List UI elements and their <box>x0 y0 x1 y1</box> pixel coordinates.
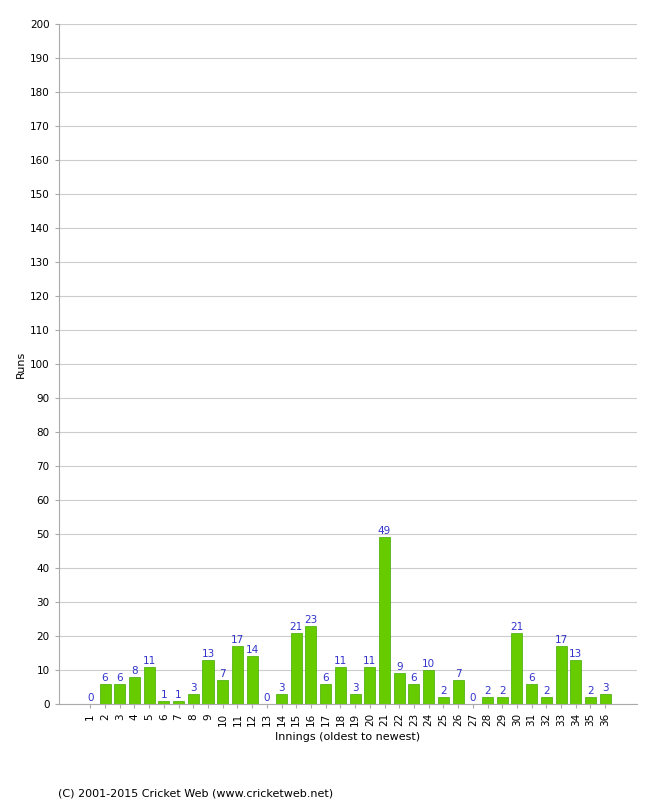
Text: 2: 2 <box>484 686 491 696</box>
Text: 2: 2 <box>499 686 506 696</box>
Text: 17: 17 <box>554 635 567 645</box>
Text: 6: 6 <box>116 673 123 682</box>
Bar <box>497 697 508 704</box>
Bar <box>379 538 390 704</box>
Bar <box>570 660 581 704</box>
Text: 2: 2 <box>587 686 594 696</box>
Text: 10: 10 <box>422 659 436 669</box>
Text: 8: 8 <box>131 666 138 676</box>
Text: 21: 21 <box>290 622 303 631</box>
Bar <box>173 701 184 704</box>
Text: (C) 2001-2015 Cricket Web (www.cricketweb.net): (C) 2001-2015 Cricket Web (www.cricketwe… <box>58 788 333 798</box>
Bar <box>364 666 375 704</box>
Text: 7: 7 <box>220 669 226 679</box>
Text: 11: 11 <box>142 655 156 666</box>
Text: 6: 6 <box>322 673 329 682</box>
Bar <box>144 666 155 704</box>
Bar <box>438 697 449 704</box>
Y-axis label: Runs: Runs <box>16 350 25 378</box>
Text: 1: 1 <box>176 690 182 699</box>
Text: 23: 23 <box>304 614 318 625</box>
Text: 2: 2 <box>440 686 447 696</box>
Bar <box>585 697 596 704</box>
Bar <box>129 677 140 704</box>
Text: 3: 3 <box>190 682 196 693</box>
Bar <box>320 683 332 704</box>
Bar <box>512 633 523 704</box>
Bar <box>482 697 493 704</box>
Text: 13: 13 <box>202 649 214 658</box>
Bar <box>600 694 611 704</box>
Bar <box>291 633 302 704</box>
Text: 49: 49 <box>378 526 391 536</box>
Bar <box>99 683 111 704</box>
Text: 14: 14 <box>246 646 259 655</box>
Text: 1: 1 <box>161 690 167 699</box>
Text: 0: 0 <box>87 693 94 703</box>
Text: 21: 21 <box>510 622 523 631</box>
Text: 9: 9 <box>396 662 402 672</box>
Bar <box>232 646 243 704</box>
Bar <box>246 656 257 704</box>
Bar <box>306 626 317 704</box>
X-axis label: Innings (oldest to newest): Innings (oldest to newest) <box>275 732 421 742</box>
Text: 6: 6 <box>411 673 417 682</box>
Text: 17: 17 <box>231 635 244 645</box>
Text: 13: 13 <box>569 649 582 658</box>
Bar <box>408 683 419 704</box>
Text: 3: 3 <box>278 682 285 693</box>
Bar <box>203 660 213 704</box>
Text: 11: 11 <box>333 655 347 666</box>
Text: 3: 3 <box>602 682 608 693</box>
Bar <box>114 683 125 704</box>
Text: 0: 0 <box>264 693 270 703</box>
Text: 7: 7 <box>455 669 461 679</box>
Bar <box>526 683 537 704</box>
Text: 6: 6 <box>101 673 109 682</box>
Bar <box>556 646 567 704</box>
Text: 2: 2 <box>543 686 550 696</box>
Text: 3: 3 <box>352 682 358 693</box>
Bar <box>423 670 434 704</box>
Bar <box>541 697 552 704</box>
Bar <box>188 694 199 704</box>
Bar <box>217 680 228 704</box>
Bar <box>159 701 170 704</box>
Bar <box>350 694 361 704</box>
Text: 0: 0 <box>469 693 476 703</box>
Text: 11: 11 <box>363 655 376 666</box>
Bar <box>335 666 346 704</box>
Bar <box>394 674 405 704</box>
Bar <box>452 680 463 704</box>
Text: 6: 6 <box>528 673 535 682</box>
Bar <box>276 694 287 704</box>
